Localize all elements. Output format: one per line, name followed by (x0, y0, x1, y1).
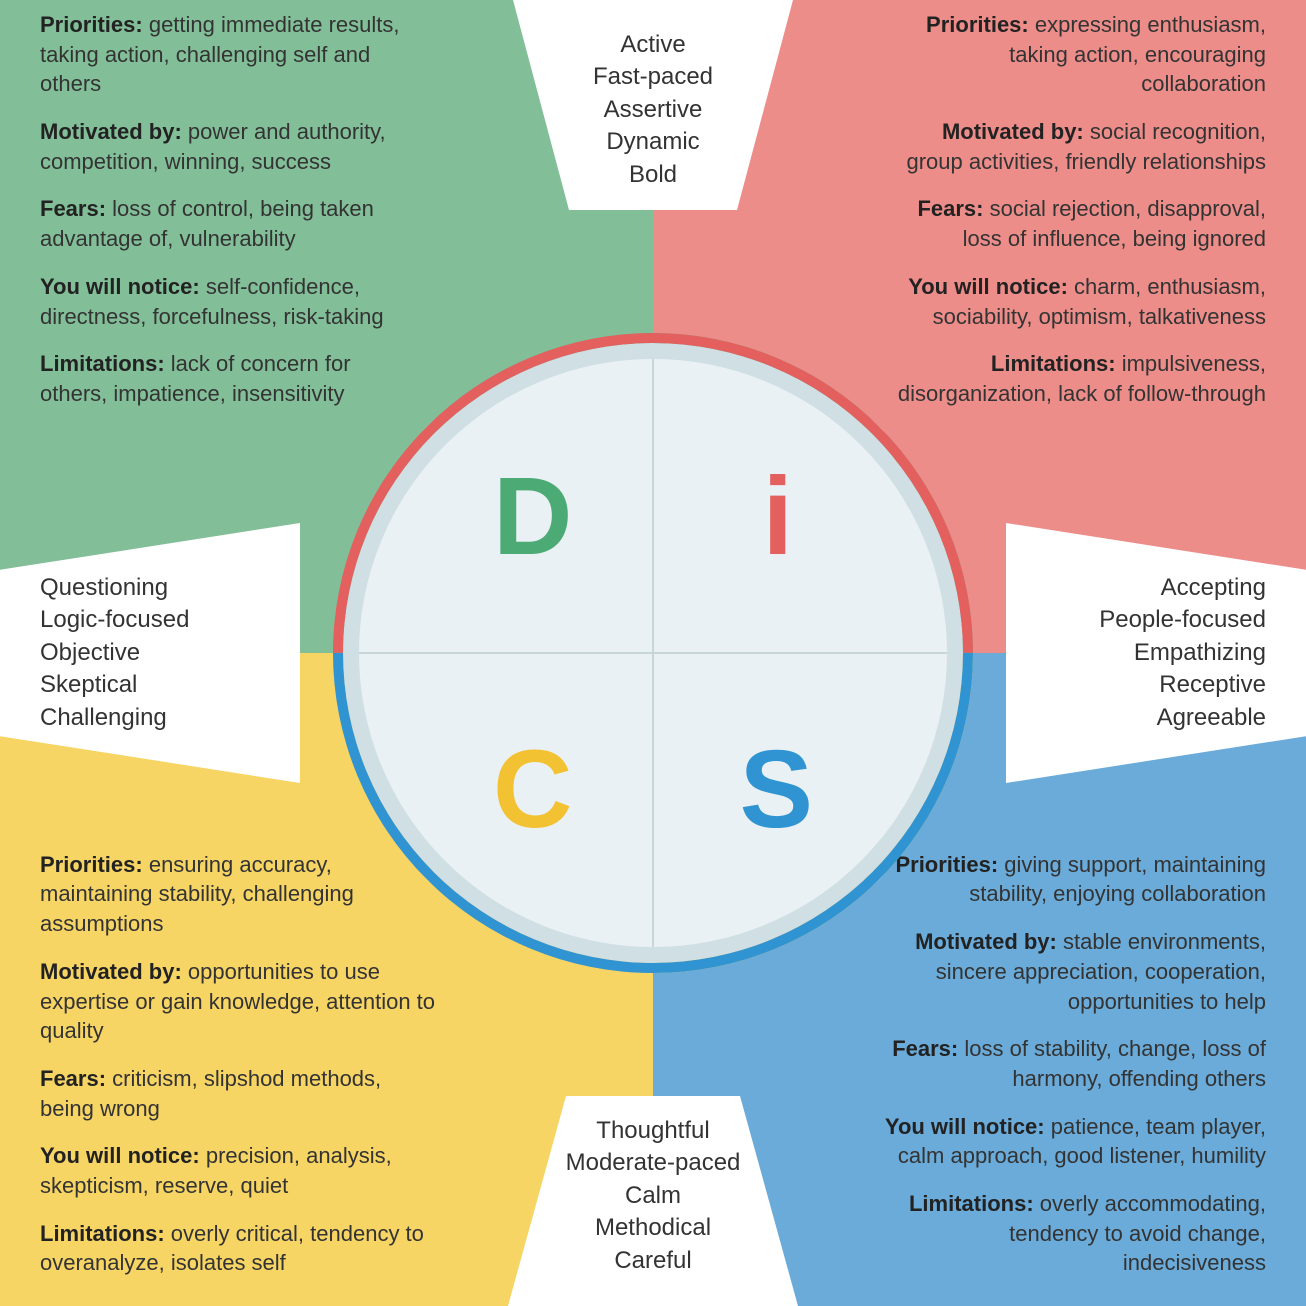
label-notice: You will notice: (40, 274, 200, 299)
label-limitations: Limitations: (40, 351, 165, 376)
label-fears: Fears: (40, 196, 106, 221)
label-priorities: Priorities: (40, 12, 143, 37)
disc-circle: D i C S (333, 333, 973, 973)
letter-c: C (493, 726, 572, 853)
letter-s: S (740, 726, 813, 853)
letter-i: i (762, 453, 793, 580)
letter-d: D (493, 453, 572, 580)
label-motivated: Motivated by: (40, 119, 182, 144)
cross-vertical (652, 359, 654, 947)
